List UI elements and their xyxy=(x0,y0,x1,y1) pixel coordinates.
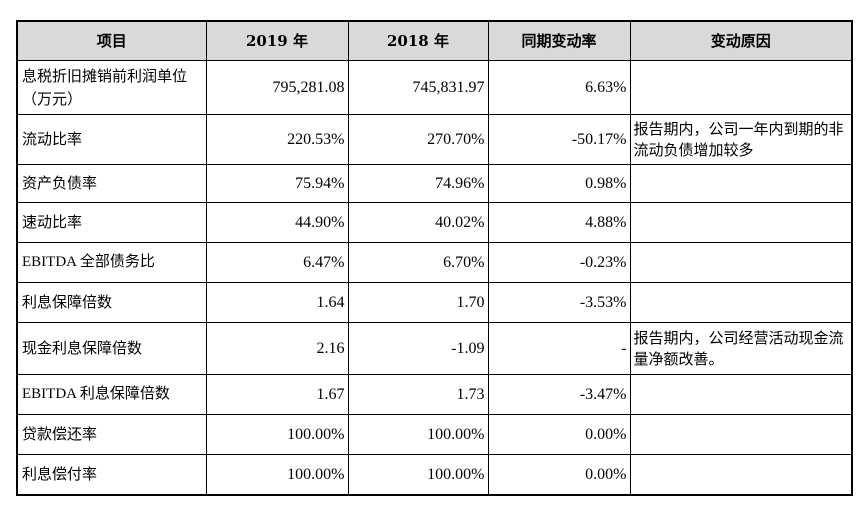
row-reason xyxy=(629,60,853,115)
row-item: EBITDA 全部债务比 xyxy=(16,242,207,283)
table-row: EBITDA 全部债务比 6.47% 6.70% -0.23% xyxy=(16,242,853,283)
table-row: 速动比率 44.90% 40.02% 4.88% xyxy=(16,202,853,243)
table-row: 利息偿付率 100.00% 100.00% 0.00% xyxy=(16,454,853,495)
row-2018-value: 6.70% xyxy=(347,242,489,283)
row-change-rate: -3.53% xyxy=(487,282,631,323)
table-body: 息税折旧摊销前利润单位（万元） 795,281.08 745,831.97 6.… xyxy=(16,60,853,495)
row-2019-value: 1.64 xyxy=(205,282,349,323)
row-change-rate: 0.00% xyxy=(487,454,631,495)
row-reason xyxy=(629,282,853,323)
row-reason xyxy=(629,414,853,455)
row-item: 速动比率 xyxy=(16,202,207,243)
row-2019-value: 795,281.08 xyxy=(205,60,349,115)
financial-indicators-table: 项目 2019 年 2018 年 同期变动率 变动原因 息税折旧摊销前利润单位（… xyxy=(16,20,853,496)
header-change-rate: 同期变动率 xyxy=(487,20,631,61)
row-reason xyxy=(629,164,853,203)
header-2018: 2018 年 xyxy=(347,20,489,61)
row-2018-value: 40.02% xyxy=(347,202,489,243)
row-change-rate: - xyxy=(487,322,631,375)
header-reason: 变动原因 xyxy=(629,20,853,61)
row-change-rate: -50.17% xyxy=(487,114,631,165)
row-item: 利息偿付率 xyxy=(16,454,207,495)
row-2018-value: 270.70% xyxy=(347,114,489,165)
row-reason: 报告期内，公司经营活动现金流量净额改善。 xyxy=(629,322,853,375)
row-reason xyxy=(629,454,853,495)
row-change-rate: 4.88% xyxy=(487,202,631,243)
table-row: 流动比率 220.53% 270.70% -50.17% 报告期内，公司一年内到… xyxy=(16,114,853,165)
row-item: 资产负债率 xyxy=(16,164,207,203)
row-2018-value: 74.96% xyxy=(347,164,489,203)
row-reason xyxy=(629,202,853,243)
row-change-rate: 0.00% xyxy=(487,414,631,455)
row-change-rate: 0.98% xyxy=(487,164,631,203)
row-item: EBITDA 利息保障倍数 xyxy=(16,374,207,415)
row-2018-value: 100.00% xyxy=(347,454,489,495)
row-reason xyxy=(629,242,853,283)
row-change-rate: -0.23% xyxy=(487,242,631,283)
row-item: 利息保障倍数 xyxy=(16,282,207,323)
row-2018-value: 100.00% xyxy=(347,414,489,455)
row-2019-value: 100.00% xyxy=(205,454,349,495)
row-2019-value: 2.16 xyxy=(205,322,349,375)
row-2018-value: 745,831.97 xyxy=(347,60,489,115)
row-2019-value: 1.67 xyxy=(205,374,349,415)
row-change-rate: 6.63% xyxy=(487,60,631,115)
header-item: 项目 xyxy=(16,20,207,61)
table-row: 现金利息保障倍数 2.16 -1.09 - 报告期内，公司经营活动现金流量净额改… xyxy=(16,322,853,375)
row-reason xyxy=(629,374,853,415)
row-2019-value: 100.00% xyxy=(205,414,349,455)
row-2018-value: -1.09 xyxy=(347,322,489,375)
table-row: EBITDA 利息保障倍数 1.67 1.73 -3.47% xyxy=(16,374,853,415)
table-row: 贷款偿还率 100.00% 100.00% 0.00% xyxy=(16,414,853,455)
row-2019-value: 44.90% xyxy=(205,202,349,243)
row-2018-value: 1.70 xyxy=(347,282,489,323)
row-reason: 报告期内，公司一年内到期的非流动负债增加较多 xyxy=(629,114,853,165)
row-2019-value: 220.53% xyxy=(205,114,349,165)
table-header: 项目 2019 年 2018 年 同期变动率 变动原因 xyxy=(16,20,853,61)
row-2019-value: 75.94% xyxy=(205,164,349,203)
row-change-rate: -3.47% xyxy=(487,374,631,415)
row-item: 息税折旧摊销前利润单位（万元） xyxy=(16,60,207,115)
table-row: 利息保障倍数 1.64 1.70 -3.53% xyxy=(16,282,853,323)
row-2018-value: 1.73 xyxy=(347,374,489,415)
row-item: 流动比率 xyxy=(16,114,207,165)
header-2019: 2019 年 xyxy=(205,20,349,61)
header-row: 项目 2019 年 2018 年 同期变动率 变动原因 xyxy=(16,20,853,61)
table-row: 资产负债率 75.94% 74.96% 0.98% xyxy=(16,164,853,203)
row-item: 贷款偿还率 xyxy=(16,414,207,455)
row-2019-value: 6.47% xyxy=(205,242,349,283)
row-item: 现金利息保障倍数 xyxy=(16,322,207,375)
table-row: 息税折旧摊销前利润单位（万元） 795,281.08 745,831.97 6.… xyxy=(16,60,853,115)
